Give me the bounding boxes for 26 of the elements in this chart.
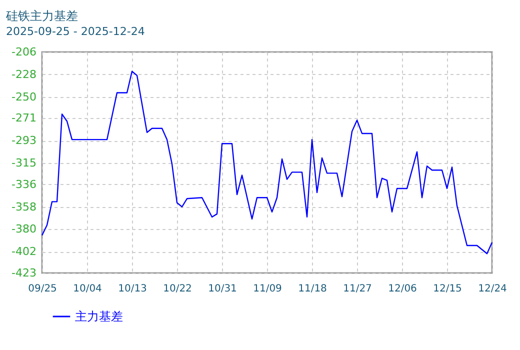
y-tick-label: -250 bbox=[12, 90, 36, 104]
chart-subtitle: 2025-09-25 - 2025-12-24 bbox=[6, 25, 145, 38]
x-tick-label: 12/24 bbox=[478, 284, 507, 294]
y-tick-label: -228 bbox=[12, 68, 36, 81]
x-tick-label: 12/15 bbox=[433, 284, 462, 294]
x-tick-label: 10/31 bbox=[208, 284, 237, 294]
y-tick-label: -423 bbox=[12, 266, 36, 280]
y-tick-label: -380 bbox=[12, 222, 36, 236]
chart-title: 硅铁主力基差 bbox=[5, 9, 78, 23]
y-tick-label: -206 bbox=[12, 46, 36, 58]
x-tick-label: 10/13 bbox=[118, 284, 147, 294]
y-tick-label: -358 bbox=[12, 200, 36, 214]
x-tick-label: 11/09 bbox=[253, 284, 282, 294]
y-tick-label: -336 bbox=[12, 178, 36, 191]
y-tick-label: -315 bbox=[12, 156, 36, 170]
x-tick-label: 12/06 bbox=[388, 284, 417, 294]
x-tick-label: 11/27 bbox=[343, 284, 372, 294]
y-tick-label: -271 bbox=[12, 112, 36, 125]
y-tick-label: -293 bbox=[12, 134, 36, 148]
x-tick-label: 10/22 bbox=[163, 284, 192, 294]
line-series bbox=[41, 70, 493, 254]
x-tick-label: 10/04 bbox=[73, 284, 102, 294]
x-tick-label: 11/18 bbox=[298, 284, 327, 294]
x-tick-label: 09/25 bbox=[28, 284, 57, 294]
legend-label: 主力基差 bbox=[75, 310, 123, 324]
y-tick-label: -402 bbox=[12, 245, 36, 258]
